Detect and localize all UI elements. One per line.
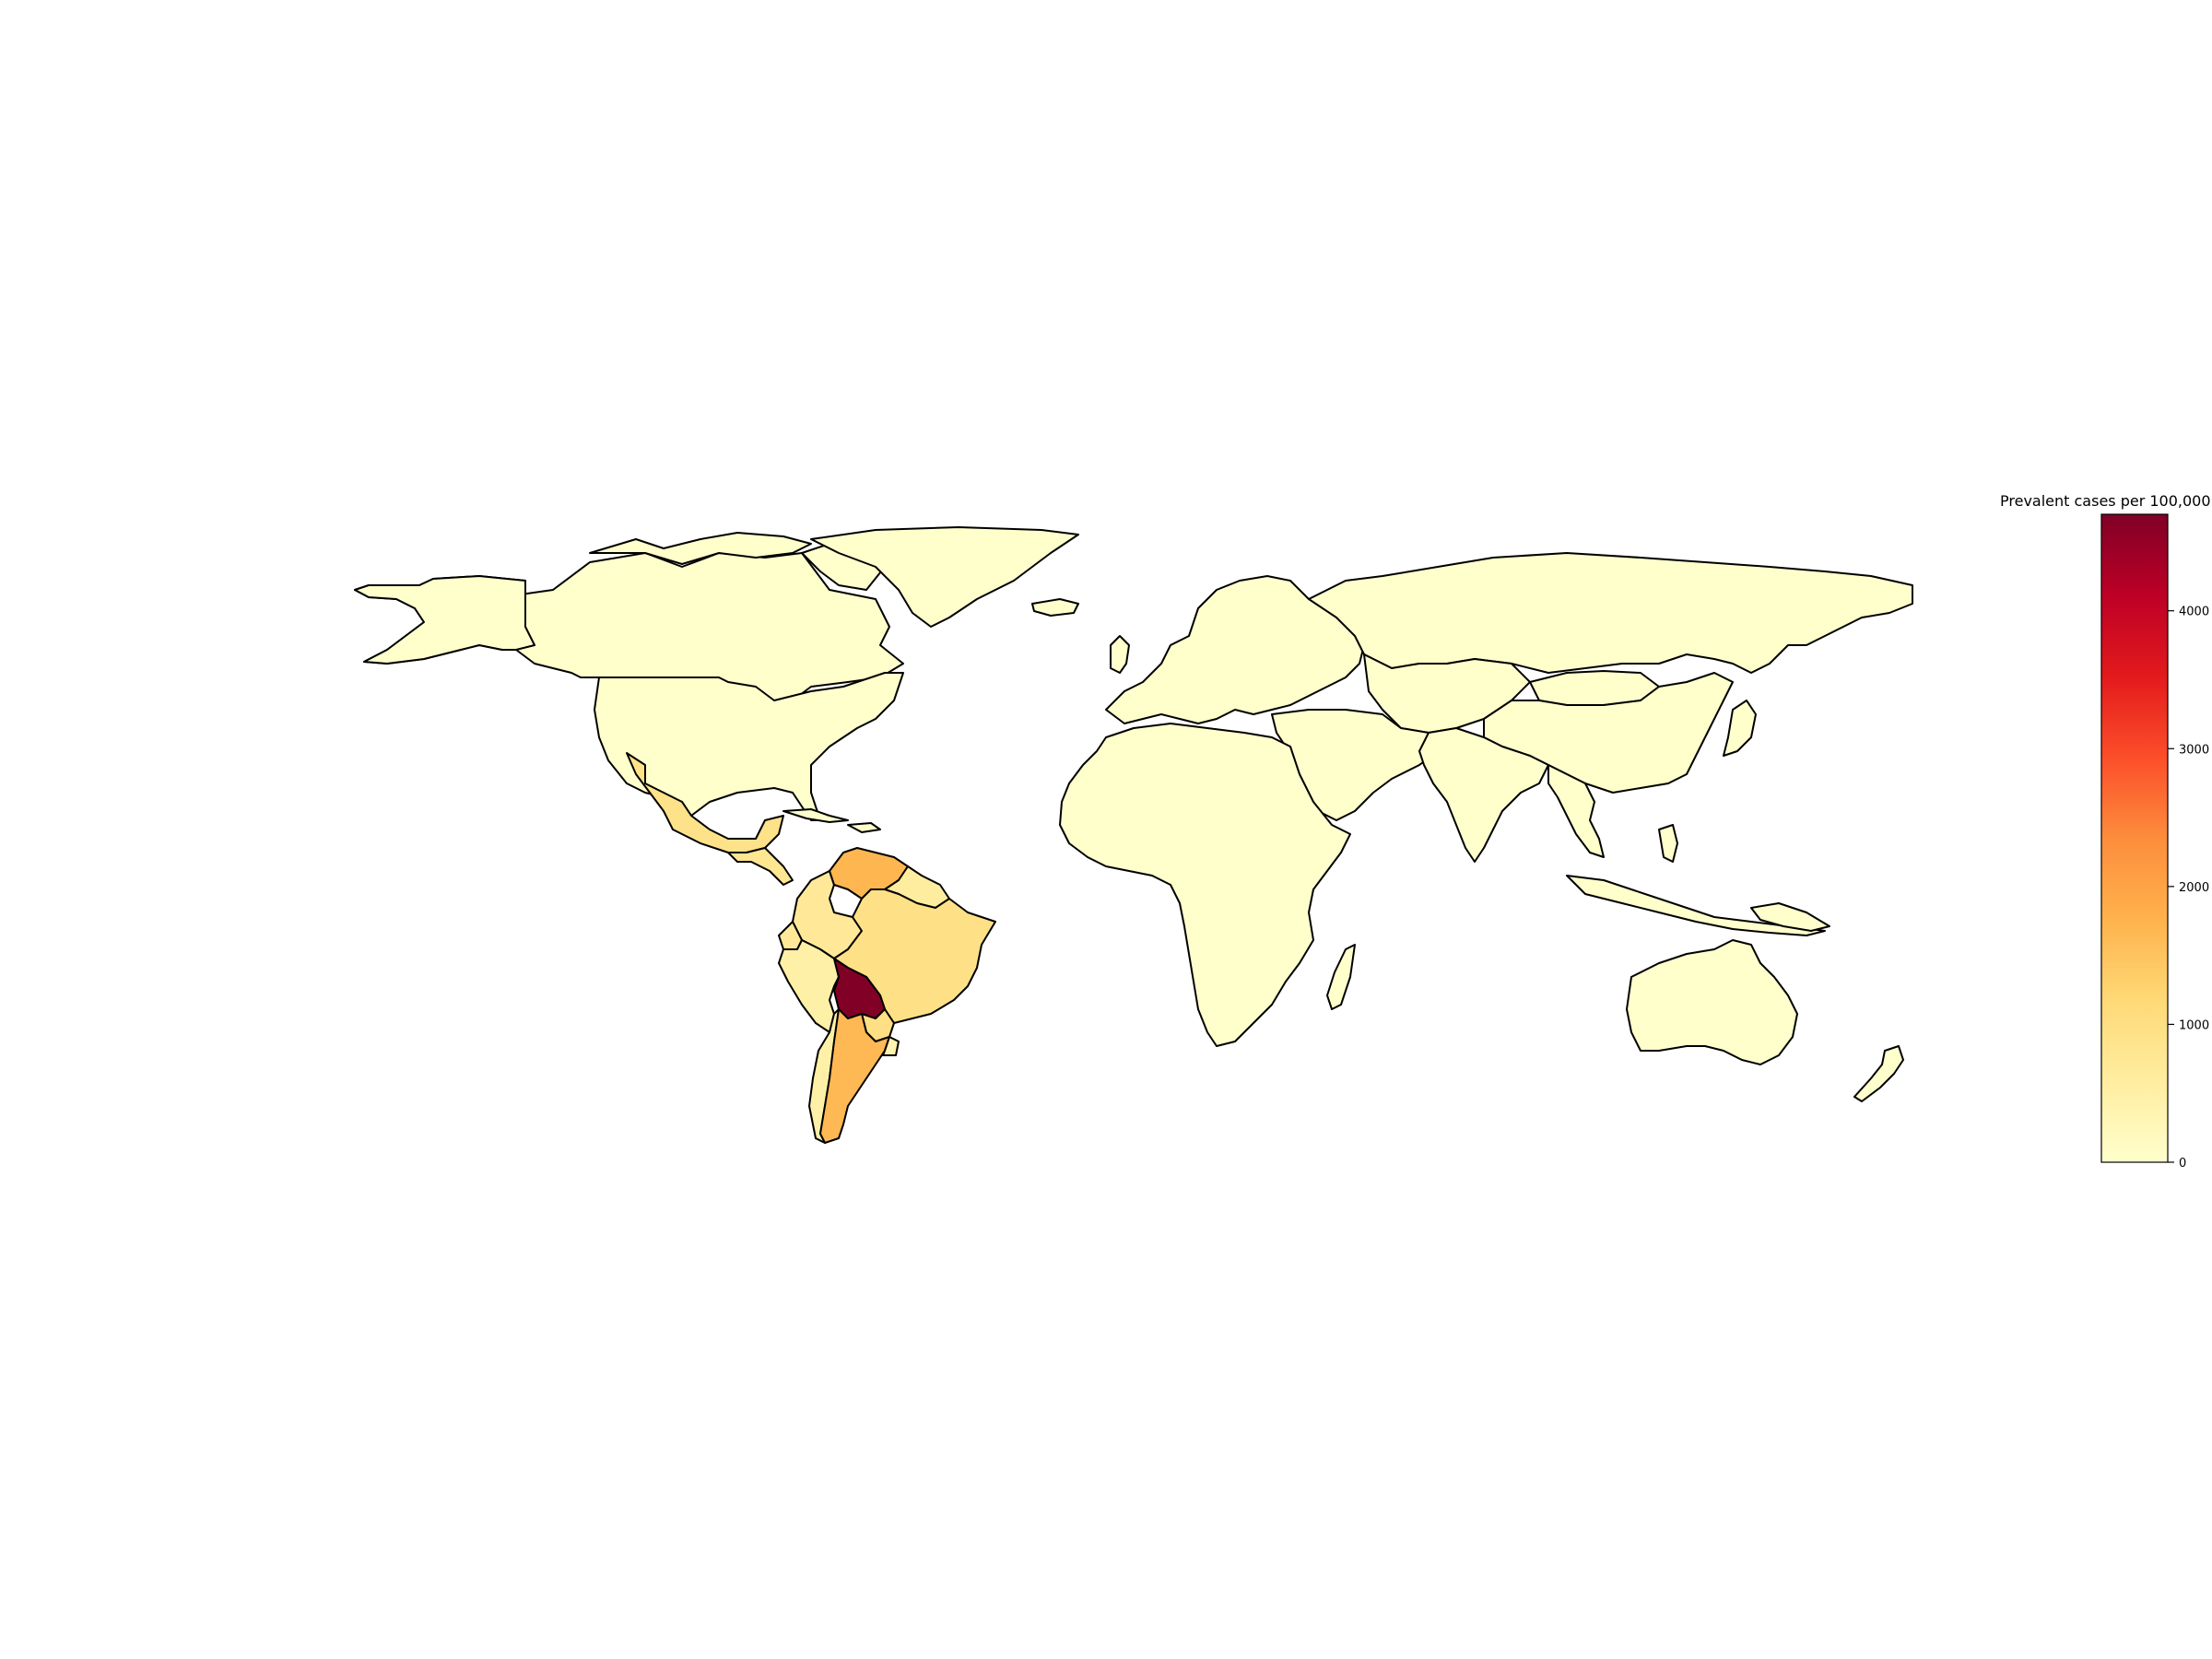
country-new-zealand xyxy=(1853,1045,1904,1102)
country-australia xyxy=(1626,939,1798,1065)
country-uk xyxy=(1110,635,1130,674)
colorbar-tick-label: 1000 xyxy=(2179,1018,2209,1032)
country-layer xyxy=(354,526,1913,1144)
country-africa xyxy=(1059,723,1351,1047)
colorbar-tick-label: 0 xyxy=(2179,1157,2186,1171)
country-russia xyxy=(1308,552,1913,674)
country-brazil xyxy=(833,888,996,1024)
country-mexico xyxy=(626,752,784,853)
country-indonesia xyxy=(1566,875,1826,936)
country-iceland xyxy=(1031,598,1079,617)
colorbar-tick-label: 2000 xyxy=(2179,881,2209,895)
country-alaska xyxy=(354,575,535,665)
colorbar-ticks: 0 1000 2000 3000 4000 xyxy=(2168,606,2209,1171)
country-philippines xyxy=(1658,824,1678,863)
colorbar-title: Prevalent cases per 100,000 xyxy=(2000,492,2211,510)
country-southeast-asia xyxy=(1547,764,1605,858)
colorbar-tick-label: 4000 xyxy=(2179,606,2209,619)
country-arctic-islands xyxy=(589,532,812,565)
colorbar-gradient xyxy=(2100,513,2169,1163)
country-cuba xyxy=(782,808,849,823)
country-greenland xyxy=(810,526,1079,628)
colorbar-tick-label: 3000 xyxy=(2179,743,2209,757)
country-new-guinea xyxy=(1750,902,1830,932)
country-central-america xyxy=(727,847,794,886)
country-usa xyxy=(594,672,904,821)
country-peru xyxy=(778,939,840,1033)
country-argentina xyxy=(819,1008,890,1144)
country-hispaniola xyxy=(847,822,881,833)
country-uruguay xyxy=(882,1036,900,1056)
country-japan xyxy=(1723,700,1757,757)
country-europe xyxy=(1105,575,1365,724)
country-madagascar xyxy=(1326,944,1356,1010)
country-india xyxy=(1418,727,1549,863)
colorbar: Prevalent cases per 100,000 0 1000 2000 300… xyxy=(2000,492,2211,1171)
